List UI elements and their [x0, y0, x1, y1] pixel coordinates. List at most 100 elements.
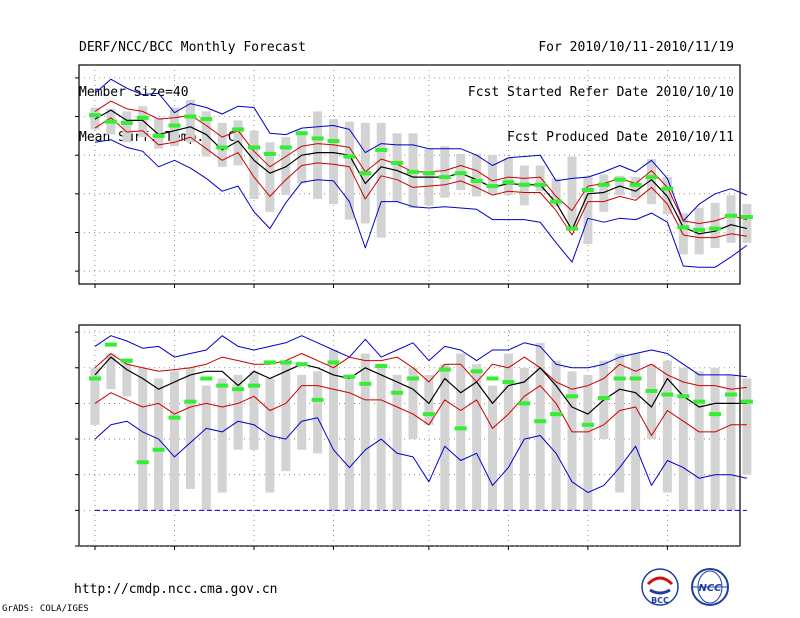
spread-box: [583, 374, 593, 511]
spread-box: [249, 371, 259, 450]
ncc-logo: NCC: [691, 568, 729, 606]
median-marker: [120, 358, 133, 363]
spread-box: [535, 165, 545, 192]
series-inner-lower-line: [94, 117, 747, 239]
spread-box: [567, 371, 577, 511]
spread-box: [281, 360, 291, 472]
median-marker: [359, 171, 372, 176]
median-marker: [311, 397, 324, 402]
median-marker: [645, 388, 658, 393]
spread-box: [742, 378, 752, 475]
footer-url[interactable]: http://cmdp.ncc.cma.gov.cn: [74, 582, 278, 597]
median-marker: [661, 186, 674, 191]
spread-box: [678, 213, 688, 255]
spread-box: [392, 374, 402, 511]
median-marker: [470, 369, 483, 374]
median-marker: [279, 145, 292, 150]
series-outer-upper-line: [94, 78, 748, 222]
spread-box: [440, 364, 450, 511]
spread-box: [408, 367, 418, 440]
median-marker: [263, 360, 276, 365]
spread-box: [344, 121, 354, 220]
median-marker: [89, 376, 101, 381]
median-marker: [200, 376, 213, 381]
median-marker: [216, 383, 229, 388]
spread-box: [424, 374, 434, 425]
median-marker: [422, 412, 435, 417]
median-marker: [263, 151, 276, 156]
median-marker: [677, 394, 690, 399]
median-marker: [645, 175, 658, 180]
spread-box: [122, 360, 132, 397]
median-marker: [104, 342, 117, 347]
forecast-period: For 2010/10/11-2010/11/19: [538, 40, 734, 55]
median-marker: [629, 182, 642, 187]
spread-box: [710, 202, 720, 248]
spread-box: [376, 122, 386, 238]
median-marker: [152, 447, 165, 452]
median-marker: [407, 169, 419, 174]
plot-frame: [78, 64, 741, 285]
median-marker: [454, 171, 467, 176]
median-marker: [502, 380, 515, 385]
median-marker: [677, 225, 690, 230]
forecast-title: DERF/NCC/BCC Monthly Forecast: [79, 40, 306, 55]
median-marker: [295, 362, 308, 367]
spread-box: [662, 360, 672, 493]
header-right: For 2010/10/11-2010/11/19 Fcst Started R…: [468, 10, 734, 160]
median-marker: [120, 120, 133, 125]
spread-box: [647, 159, 656, 205]
median-marker: [279, 360, 292, 365]
median-marker: [566, 226, 578, 231]
spread-box: [742, 204, 752, 243]
spread-box: [488, 155, 497, 194]
spread-box: [726, 374, 736, 511]
median-marker: [104, 119, 117, 124]
spread-box: [344, 374, 354, 511]
spread-box: [472, 364, 482, 511]
median-marker: [295, 131, 308, 136]
median-marker: [184, 114, 197, 119]
grads-credit: GrADS: COLA/IGES: [2, 604, 89, 614]
spread-box: [583, 175, 593, 245]
median-marker: [740, 399, 753, 404]
median-marker: [566, 394, 578, 399]
series-mean-line: [94, 109, 748, 235]
median-marker: [375, 148, 388, 153]
median-marker: [518, 401, 531, 406]
median-marker: [184, 399, 197, 404]
median-marker: [597, 396, 610, 401]
median-marker: [391, 390, 404, 395]
median-marker: [375, 363, 388, 368]
spread-box: [678, 367, 688, 511]
spread-box: [90, 367, 100, 425]
median-marker: [534, 182, 547, 187]
spread-box: [233, 374, 243, 450]
median-marker: [613, 177, 626, 182]
spread-box: [647, 364, 656, 440]
median-marker: [502, 180, 515, 185]
median-marker: [438, 367, 451, 372]
bcc-logo: BCC: [641, 568, 679, 606]
series-mean-line: [94, 356, 747, 415]
median-marker: [248, 383, 260, 388]
median-marker: [327, 139, 340, 144]
spread-box: [313, 111, 323, 199]
median-marker: [168, 123, 181, 128]
median-marker: [311, 136, 324, 141]
spread-box: [488, 385, 497, 511]
median-marker: [629, 376, 642, 381]
median-marker: [232, 387, 245, 392]
median-marker: [136, 460, 149, 465]
spread-box: [138, 106, 148, 138]
median-marker: [454, 426, 467, 431]
median-marker: [200, 117, 213, 122]
spread-box: [201, 385, 211, 511]
median-marker: [343, 154, 356, 159]
spread-box: [503, 353, 513, 511]
spread-box: [313, 371, 323, 454]
median-marker: [661, 392, 674, 397]
median-marker: [550, 199, 563, 204]
bcc-logo-text: BCC: [651, 596, 669, 605]
